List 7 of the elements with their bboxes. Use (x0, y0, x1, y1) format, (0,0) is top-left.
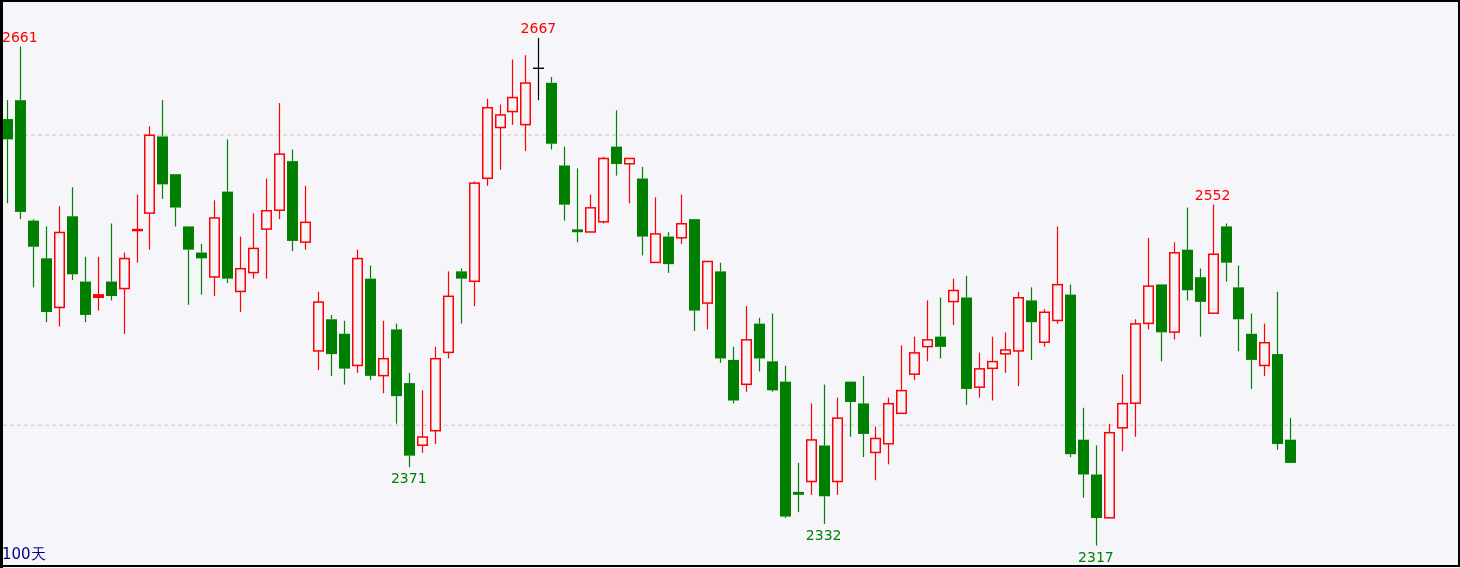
annotation: 2661 (2, 28, 38, 45)
annotation: 2332 (805, 526, 842, 543)
annotation: 2667 (520, 19, 557, 36)
annotation: 2552 (1194, 186, 1231, 203)
annotation: 2371 (390, 470, 427, 487)
annotation: 100天 (2, 545, 46, 563)
annotation: 2317 (1078, 548, 1114, 565)
